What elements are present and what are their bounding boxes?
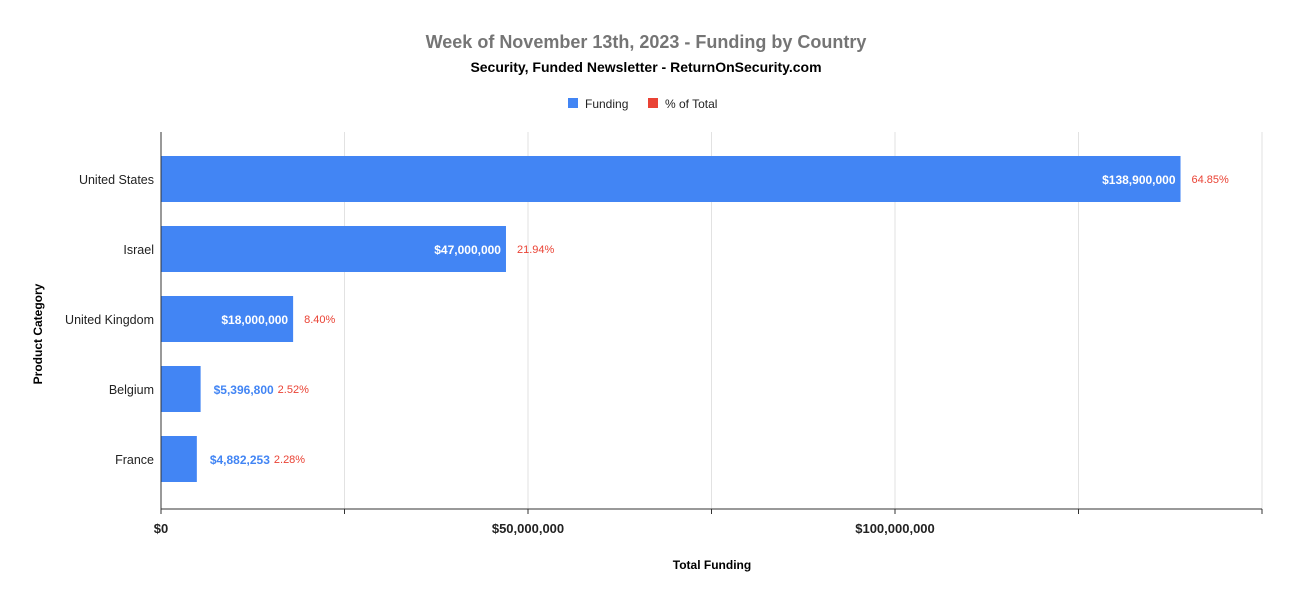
chart-title: Week of November 13th, 2023 - Funding by… bbox=[426, 32, 867, 52]
x-axis-title: Total Funding bbox=[673, 558, 751, 572]
axes bbox=[160, 132, 1263, 514]
bar-united-kingdom bbox=[161, 296, 294, 342]
funding-data-label: $47,000,000 bbox=[434, 243, 501, 257]
category-label: France bbox=[115, 453, 154, 467]
percent-data-label: 2.52% bbox=[278, 384, 309, 396]
bar-israel bbox=[161, 226, 506, 272]
legend-swatch-funding bbox=[568, 98, 578, 108]
percent-data-label: 21.94% bbox=[517, 244, 555, 256]
legend-swatch-percent bbox=[648, 98, 658, 108]
category-label: United States bbox=[79, 173, 154, 187]
bar-france bbox=[161, 436, 197, 482]
funding-data-label: $18,000,000 bbox=[221, 313, 288, 327]
legend-label-funding: Funding bbox=[585, 97, 628, 111]
category-label: United Kingdom bbox=[65, 313, 154, 327]
funding-data-label: $5,396,800 bbox=[214, 383, 274, 397]
percent-data-label: 8.40% bbox=[304, 314, 335, 326]
chart-subtitle: Security, Funded Newsletter - ReturnOnSe… bbox=[470, 59, 821, 75]
labels: United States $138,900,000 64.85% Israel $47… bbox=[65, 173, 1229, 536]
funding-data-label: $4,882,253 bbox=[210, 453, 270, 467]
bar-belgium bbox=[161, 366, 201, 412]
percent-data-label: 64.85% bbox=[1192, 174, 1230, 186]
legend: Funding % of Total bbox=[568, 97, 717, 111]
percent-data-label: 2.28% bbox=[274, 454, 305, 466]
y-axis-title: Product Category bbox=[31, 283, 45, 384]
funding-data-label: $138,900,000 bbox=[1102, 173, 1176, 187]
x-tick-label: $100,000,000 bbox=[855, 521, 935, 536]
x-tick-label: $50,000,000 bbox=[492, 521, 564, 536]
category-label: Belgium bbox=[109, 383, 154, 397]
legend-label-percent: % of Total bbox=[665, 97, 717, 111]
bar-united-states bbox=[161, 156, 1181, 202]
bars bbox=[161, 156, 1181, 482]
category-label: Israel bbox=[123, 243, 154, 257]
x-tick-label: $0 bbox=[154, 521, 168, 536]
